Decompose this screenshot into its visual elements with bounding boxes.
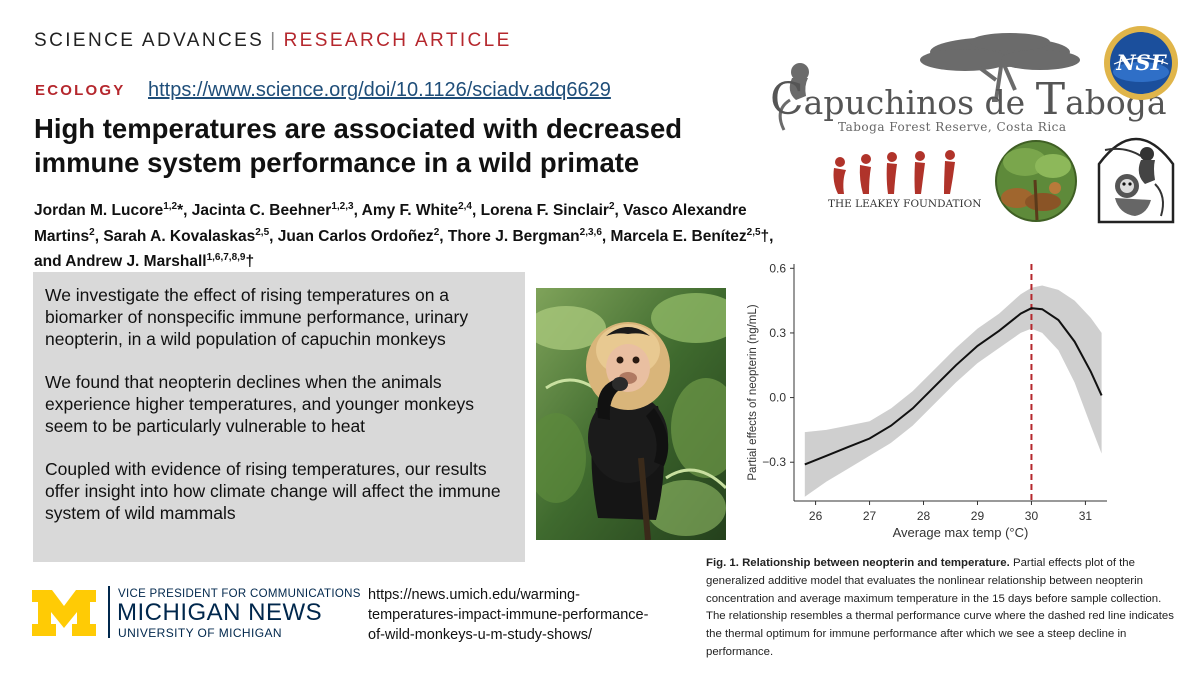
figure-caption: Fig. 1. Relationship between neopterin a… — [706, 555, 1176, 662]
author-affiliation: 2 — [433, 226, 440, 238]
leakey-text: THE LEAKEY FOUNDATION — [828, 198, 982, 210]
x-tick-label: 28 — [917, 509, 931, 523]
paper-title: High temperatures are associated with de… — [34, 113, 683, 178]
block-m-icon — [32, 590, 96, 636]
y-tick-label: −0.3 — [762, 455, 786, 469]
caption-text: Partial effects plot of the generalized … — [706, 557, 1174, 658]
summary-box: We investigate the effect of rising temp… — [33, 272, 525, 562]
author-name: Sarah A. Kovalaskas — [103, 227, 256, 245]
author-name: Jacinta C. Beehner — [191, 202, 332, 220]
forest-animals-logo — [995, 140, 1077, 222]
capuchinos-de-taboga-logo: Capuchinos de Taboga Taboga Forest Reser… — [770, 30, 1167, 140]
nsf-logo: NSF — [1102, 24, 1180, 102]
x-tick-label: 26 — [809, 509, 823, 523]
x-tick-label: 29 — [971, 509, 985, 523]
michigan-news-logo: VICE PRESIDENT FOR COMMUNICATIONS MICHIG… — [30, 586, 360, 642]
y-tick-label: 0.0 — [769, 391, 786, 405]
caption-lead: Fig. 1. Relationship between neopterin a… — [706, 557, 1010, 569]
author-mark: * — [177, 202, 184, 220]
confidence-band — [804, 285, 1102, 497]
y-tick-label: 0.3 — [769, 326, 786, 340]
acacia-tree-icon — [778, 33, 1080, 131]
author-affiliation: 2,5 — [255, 226, 270, 238]
x-tick-label: 30 — [1025, 509, 1039, 523]
logo-divider — [108, 586, 110, 638]
x-axis-label: Average max temp (°C) — [893, 525, 1029, 540]
news-url-line: of-wild-monkeys-u-m-study-shows/ — [368, 627, 592, 643]
author-name: Andrew J. Marshall — [65, 253, 207, 271]
author-list: Jordan M. Lucore1,2*, Jacinta C. Beehner… — [34, 201, 774, 271]
nsf-seal-icon — [1104, 26, 1178, 100]
author-name: Lorena F. Sinclair — [480, 202, 609, 220]
nsf-text: NSF — [1116, 50, 1166, 75]
monkey-drawing-logo — [1095, 124, 1177, 224]
author-affiliation: 2,5 — [746, 226, 761, 238]
author-mark: † — [760, 227, 770, 245]
news-url-line: temperatures-impact-immune-performance- — [368, 607, 649, 623]
author-affiliation: 2 — [89, 226, 95, 238]
author-affiliation: 1,2 — [163, 201, 178, 212]
michigan-news-wordmark: MICHIGAN NEWS — [117, 599, 323, 626]
author-name: Juan Carlos Ordoñez — [277, 227, 434, 245]
news-article-link[interactable]: https://news.umich.edu/warming- temperat… — [368, 585, 688, 645]
author-affiliation: 2,4 — [458, 201, 472, 212]
journal-name: SCIENCE ADVANCES — [34, 30, 265, 51]
article-type: RESEARCH ARTICLE — [283, 30, 512, 51]
summary-paragraph: We investigate the effect of rising temp… — [45, 285, 469, 349]
author-mark: † — [245, 253, 255, 271]
leakey-foundation-logo: THE LEAKEY FOUNDATION — [826, 148, 982, 214]
author-name: Thore J. Bergman — [447, 227, 580, 245]
neopterin-temperature-chart: −0.3 0.0 0.3 0.6 26 27 28 29 30 31 Average max tem… — [742, 256, 1172, 546]
vp-communications-line: VICE PRESIDENT FOR COMMUNICATIONS — [118, 588, 361, 600]
y-axis-label: Partial effects of neopterin (ng/mL) — [747, 304, 759, 480]
doi-link[interactable]: https://www.science.org/doi/10.1126/scia… — [148, 79, 611, 101]
journal-separator: | — [270, 30, 278, 51]
x-tick-label: 27 — [863, 509, 877, 523]
author-name: Amy F. White — [361, 202, 459, 220]
capuchinos-title: Capuchinos de Taboga — [770, 74, 1167, 125]
author-connector: and — [34, 253, 66, 271]
y-tick-label: 0.6 — [769, 261, 786, 275]
author-name: Jordan M. Lucore — [34, 202, 164, 220]
section-label: ECOLOGY — [35, 82, 126, 99]
author-name: Vasco Alexandre Martins — [34, 202, 747, 245]
monkey-arch-icon — [1097, 137, 1175, 224]
university-line: UNIVERSITY OF MICHIGAN — [118, 626, 282, 640]
author-affiliation: 2,3,6 — [579, 226, 602, 238]
author-affiliation: 2 — [608, 201, 615, 212]
news-url-line: https://news.umich.edu/warming- — [368, 587, 580, 603]
author-affiliation: 1,2,3 — [331, 201, 354, 212]
capuchinos-subtitle: Taboga Forest Reserve, Costa Rica — [838, 120, 1067, 134]
author-name: Marcela E. Benítez — [610, 227, 747, 245]
journal-header: SCIENCE ADVANCES | RESEARCH ARTICLE — [34, 30, 512, 52]
capuchin-illustration — [536, 288, 726, 540]
capuchin-photo — [536, 288, 726, 540]
evolution-march-icon — [833, 150, 955, 194]
forest-scene-icon — [995, 140, 1077, 222]
chart-svg: −0.3 0.0 0.3 0.6 26 27 28 29 30 31 Average max tem… — [747, 261, 1107, 540]
partial-effect-line — [804, 307, 1103, 466]
summary-paragraph: Coupled with evidence of rising temperat… — [45, 459, 501, 523]
summary-paragraph: We found that neopterin declines when th… — [45, 372, 474, 436]
x-tick-label: 31 — [1079, 509, 1093, 523]
author-affiliation: 1,6,7,8,9 — [206, 252, 246, 264]
